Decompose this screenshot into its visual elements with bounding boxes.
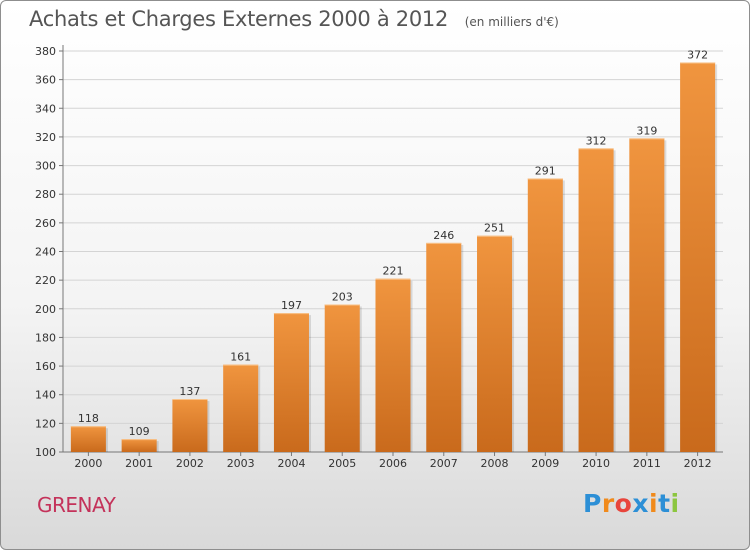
- value-label: 109: [129, 425, 150, 438]
- x-tick-label: 2011: [633, 457, 661, 470]
- x-tick-label: 2008: [481, 457, 509, 470]
- value-label: 319: [636, 124, 657, 137]
- y-tick-label: 200: [35, 303, 56, 316]
- y-tick-label: 240: [35, 246, 56, 259]
- bar-2000: [70, 426, 106, 452]
- label-layer: 118 2000 109 2001 137 2002 161 2003 197 2004 203 20…: [74, 48, 711, 470]
- chart-title-main: Achats et Charges Externes 2000 à 2012: [29, 7, 449, 31]
- value-label: 221: [383, 265, 404, 278]
- y-tick-label: 160: [35, 360, 56, 373]
- x-tick-label: 2007: [430, 457, 458, 470]
- y-tick-label: 260: [35, 217, 56, 230]
- proxiti-logo[interactable]: Proxiti: [583, 489, 680, 518]
- value-label: 197: [281, 299, 302, 312]
- value-label: 291: [535, 164, 556, 177]
- chart-title: Achats et Charges Externes 2000 à 2012 (…: [29, 7, 559, 31]
- logo-letter: t: [658, 489, 671, 518]
- bar-2008: [477, 235, 513, 452]
- bar-2009: [527, 178, 563, 453]
- x-tick-label: 2000: [74, 457, 102, 470]
- bar-2006: [375, 278, 411, 452]
- bar-2003: [223, 364, 259, 452]
- bar-2011: [629, 138, 665, 452]
- logo-letter: i: [649, 489, 659, 518]
- bar-2001: [121, 439, 157, 452]
- value-label: 161: [230, 351, 251, 364]
- logo-letter: x: [632, 489, 649, 518]
- x-tick-label: 2012: [684, 457, 712, 470]
- x-tick-label: 2002: [176, 457, 204, 470]
- logo-letter: r: [601, 489, 615, 518]
- bar-2007: [426, 242, 462, 452]
- bar-2002: [172, 399, 208, 452]
- logo-letter: o: [614, 489, 633, 518]
- value-label: 372: [687, 48, 708, 61]
- x-tick-label: 2005: [328, 457, 356, 470]
- bar-2012: [680, 62, 716, 452]
- value-label: 312: [586, 134, 607, 147]
- y-tick-label: 120: [35, 417, 56, 430]
- value-label: 137: [179, 385, 200, 398]
- x-tick-label: 2004: [277, 457, 305, 470]
- value-label: 118: [78, 412, 99, 425]
- bar-2010: [578, 148, 614, 452]
- x-tick-label: 2010: [582, 457, 610, 470]
- x-tick-label: 2009: [531, 457, 559, 470]
- y-tick-label: 380: [35, 45, 56, 58]
- x-tick-label: 2001: [125, 457, 153, 470]
- logo-letter: P: [583, 489, 602, 518]
- y-tick-label: 300: [35, 160, 56, 173]
- logo-letter: i: [670, 489, 680, 518]
- x-tick-label: 2003: [227, 457, 255, 470]
- y-tick-label: 180: [35, 331, 56, 344]
- y-tick-label: 140: [35, 389, 56, 402]
- y-tick-label: 280: [35, 188, 56, 201]
- commune-name: GRENAY: [37, 493, 116, 517]
- y-tick-label: 320: [35, 131, 56, 144]
- y-tick-label: 100: [35, 446, 56, 459]
- bar-2004: [273, 313, 309, 452]
- chart-subtitle: (en milliers d'€): [464, 15, 559, 29]
- value-label: 203: [332, 290, 353, 303]
- x-tick-label: 2006: [379, 457, 407, 470]
- bar-layer: [70, 62, 718, 453]
- y-tick-label: 340: [35, 102, 56, 115]
- y-tick-label: 360: [35, 74, 56, 87]
- value-label: 251: [484, 222, 505, 235]
- y-tick-label: 220: [35, 274, 56, 287]
- bar-2005: [324, 304, 360, 452]
- value-label: 246: [433, 229, 454, 242]
